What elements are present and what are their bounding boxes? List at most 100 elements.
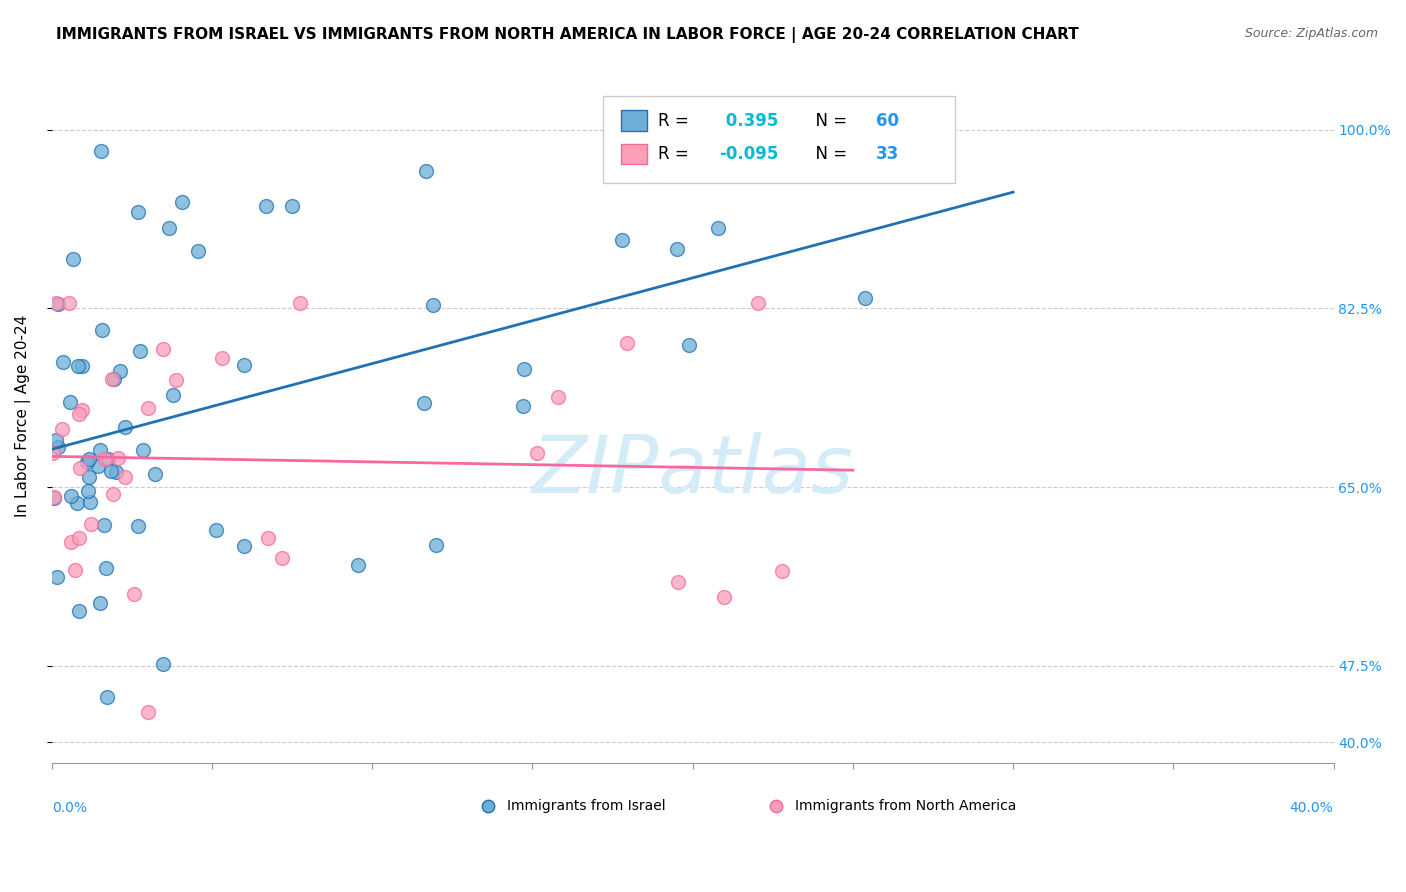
Point	[52, 355, 75, 369]
Point	[157, 221, 180, 235]
Point	[346, 558, 368, 573]
Point	[108, 364, 131, 378]
Point	[526, 446, 548, 460]
Text: R =: R =	[658, 112, 695, 129]
Point	[51, 422, 73, 436]
Point	[288, 296, 311, 310]
Point	[616, 336, 638, 351]
Point	[114, 420, 136, 434]
Point	[187, 244, 209, 258]
Point	[770, 564, 793, 578]
Point	[100, 464, 122, 478]
Point	[127, 205, 149, 219]
Point	[87, 459, 110, 474]
Text: 0.395: 0.395	[720, 112, 778, 129]
Point	[69, 461, 91, 475]
Point	[101, 487, 124, 501]
Point	[127, 519, 149, 533]
Point	[58, 296, 80, 310]
Text: N =: N =	[806, 145, 853, 163]
Point	[413, 396, 436, 410]
FancyBboxPatch shape	[621, 111, 647, 131]
Point	[422, 298, 444, 312]
Text: R =: R =	[658, 145, 695, 163]
Text: -0.095: -0.095	[720, 145, 779, 163]
Point	[70, 359, 93, 373]
Point	[129, 344, 152, 359]
Point	[547, 390, 569, 404]
Point	[666, 575, 689, 590]
Point	[66, 359, 89, 373]
Point	[66, 496, 89, 510]
Point	[747, 296, 769, 310]
Point	[103, 372, 125, 386]
Point	[254, 199, 277, 213]
Text: 0.0%: 0.0%	[52, 801, 87, 815]
Point	[79, 517, 101, 532]
Point	[152, 342, 174, 356]
Point	[853, 291, 876, 305]
Text: 33: 33	[876, 145, 900, 163]
Text: Immigrants from North America: Immigrants from North America	[796, 799, 1017, 813]
Point	[42, 491, 65, 506]
Point	[678, 338, 700, 352]
Point	[94, 452, 117, 467]
Text: 60: 60	[876, 112, 898, 129]
FancyBboxPatch shape	[621, 144, 647, 164]
Point	[114, 470, 136, 484]
Point	[59, 395, 82, 409]
Point	[425, 537, 447, 551]
Point	[94, 561, 117, 575]
Point	[101, 372, 124, 386]
Point	[162, 388, 184, 402]
Point	[77, 470, 100, 484]
Point	[612, 233, 634, 247]
Point	[257, 531, 280, 545]
Point	[271, 551, 294, 566]
Text: ZIPatlas: ZIPatlas	[531, 433, 853, 510]
Point	[59, 535, 82, 549]
Point	[63, 564, 86, 578]
Point	[233, 539, 256, 553]
Point	[96, 451, 118, 466]
Point	[46, 440, 69, 454]
Point	[70, 402, 93, 417]
Text: Source: ZipAtlas.com: Source: ZipAtlas.com	[1244, 27, 1378, 40]
Point	[62, 252, 84, 266]
Point	[513, 361, 536, 376]
Point	[93, 518, 115, 533]
Point	[69, 532, 91, 546]
Point	[166, 373, 188, 387]
Point	[77, 451, 100, 466]
Point	[666, 242, 689, 256]
Point	[42, 491, 65, 505]
Point	[706, 220, 728, 235]
Point	[90, 145, 112, 159]
Text: Immigrants from Israel: Immigrants from Israel	[506, 799, 665, 813]
Point	[122, 587, 145, 601]
Point	[713, 590, 735, 604]
Point	[60, 489, 83, 503]
Point	[89, 443, 111, 458]
Point	[281, 199, 304, 213]
FancyBboxPatch shape	[603, 96, 956, 183]
Point	[46, 296, 69, 310]
Point	[45, 296, 67, 310]
Point	[76, 455, 98, 469]
Point	[96, 690, 118, 704]
Point	[67, 407, 90, 421]
Point	[79, 494, 101, 508]
Point	[415, 163, 437, 178]
Point	[104, 465, 127, 479]
Point	[46, 570, 69, 584]
Point	[688, 161, 710, 176]
Point	[77, 484, 100, 499]
Point	[172, 195, 194, 210]
Point	[132, 442, 155, 457]
Y-axis label: In Labor Force | Age 20-24: In Labor Force | Age 20-24	[15, 315, 31, 516]
Text: IMMIGRANTS FROM ISRAEL VS IMMIGRANTS FROM NORTH AMERICA IN LABOR FORCE | AGE 20-: IMMIGRANTS FROM ISRAEL VS IMMIGRANTS FRO…	[56, 27, 1078, 43]
Point	[136, 401, 159, 415]
Point	[42, 446, 65, 460]
Point	[45, 433, 67, 447]
Point	[67, 604, 90, 618]
